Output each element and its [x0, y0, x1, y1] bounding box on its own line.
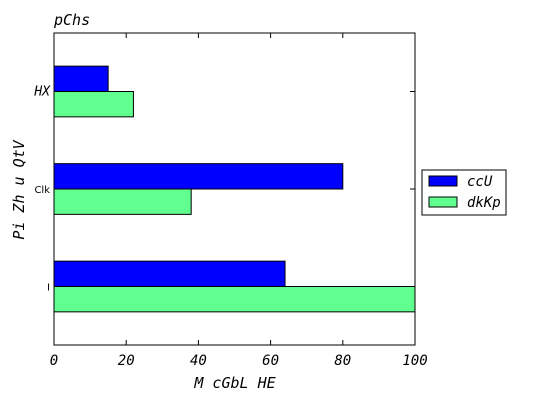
bars-group	[53, 65, 416, 313]
x-tick-label: 20	[118, 353, 135, 369]
legend-swatch-ccU	[428, 175, 458, 187]
x-tick-label: 60	[262, 353, 279, 369]
x-tick-label: 100	[402, 353, 427, 369]
legend: ccU dkKp	[421, 169, 507, 216]
y-tick-label: I	[47, 283, 50, 294]
x-axis-label: M cGbL HE	[193, 374, 275, 392]
x-tick-label: 40	[190, 353, 207, 369]
axes-group: 0 20 40 60 80 100 I Clk HX	[33, 32, 428, 369]
x-tick-label: 0	[50, 353, 58, 369]
legend-label-ccU: ccU	[467, 174, 493, 190]
bar-dkKp-Clk	[53, 188, 192, 215]
bar-ccU-HX	[53, 65, 109, 93]
y-tick-label: HX	[33, 85, 51, 100]
bar-ccU-I	[53, 260, 286, 287]
bar-dkKp-HX	[53, 91, 134, 118]
x-tick-label: 80	[334, 353, 351, 369]
chart-title: pChs	[53, 11, 90, 29]
legend-swatch-dkKp	[428, 196, 458, 208]
bar-ccU-Clk	[53, 163, 344, 190]
y-tick-label: Clk	[34, 185, 50, 196]
y-axis-label: Pi Zh u QtV	[10, 139, 28, 239]
bar-dkKp-I	[53, 286, 416, 313]
legend-label-dkKp: dkKp	[467, 195, 501, 211]
